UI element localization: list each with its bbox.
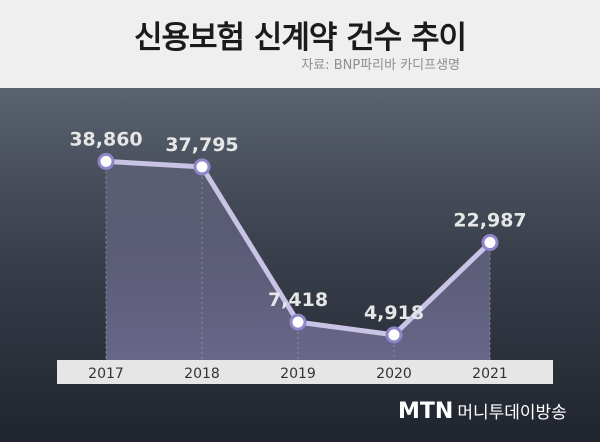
x-tick-2020: 2020: [376, 366, 412, 382]
brand-name: 머니투데이방송: [457, 403, 567, 423]
x-axis-band: [57, 360, 553, 384]
x-axis-ticks: 2017 2018 2019 2020 2021: [88, 366, 508, 382]
header: 신용보험 신계약 건수 추이 자료: BNP파리바 카디프생명: [0, 0, 600, 88]
value-label-2020: 4,918: [364, 302, 424, 324]
data-point-2018: [193, 158, 211, 176]
value-label-2018: 37,795: [165, 134, 238, 156]
data-markers: [97, 152, 499, 344]
x-tick-2021: 2021: [472, 366, 508, 382]
data-labels: 38,860 37,795 7,418 4,918 22,987: [69, 128, 526, 323]
x-tick-2017: 2017: [88, 366, 124, 382]
chart-title: 신용보험 신계약 건수 추이: [133, 20, 467, 56]
data-point-2019: [289, 313, 307, 331]
x-tick-2019: 2019: [280, 366, 316, 382]
area-fill: [106, 161, 490, 360]
value-label-2019: 7,418: [268, 289, 328, 311]
brand-logo: MTN: [398, 399, 454, 424]
value-label-2021: 22,987: [453, 210, 526, 232]
source-note: 자료: BNP파리바 카디프생명: [301, 58, 460, 73]
data-point-2021: [481, 234, 499, 252]
data-point-2020: [385, 326, 403, 344]
data-point-2017: [97, 152, 115, 170]
value-label-2017: 38,860: [69, 128, 142, 150]
area-path: [106, 161, 490, 360]
brand: MTN 머니투데이방송: [398, 398, 567, 424]
x-tick-2018: 2018: [184, 366, 220, 382]
